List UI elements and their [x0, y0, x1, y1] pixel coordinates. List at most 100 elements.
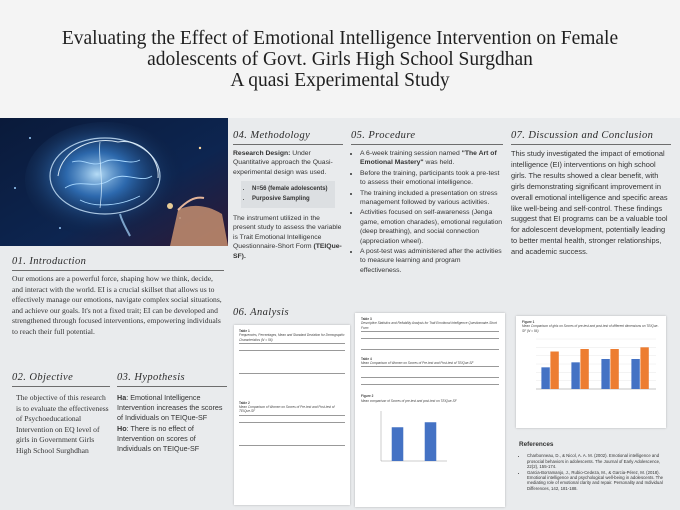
- objective-heading-text: 02. Objective: [12, 372, 74, 383]
- hypothesis-ho-label: Ho: [117, 423, 127, 433]
- figure1-page: Figure 1 Mean Comparison of girls on Sco…: [516, 316, 666, 428]
- introduction-heading: 01. Introduction: [12, 256, 224, 271]
- hypothesis-ho-text: : There is no effect of Intervention on …: [117, 423, 200, 454]
- title-line-3: A quasi Experimental Study: [230, 70, 450, 91]
- bar: [550, 351, 559, 389]
- discussion-body: This study investigated the impact of em…: [511, 149, 668, 257]
- bar: [571, 362, 580, 389]
- objective-body: The objective of this research is to eva…: [16, 393, 109, 455]
- table2-title: Table 2: [239, 400, 250, 405]
- methodology-heading: 04. Methodology: [233, 130, 343, 145]
- objective-heading: 02. Objective: [12, 372, 110, 387]
- hypothesis-section: 03. Hypothesis Ha: Emotional Intelligenc…: [117, 372, 227, 506]
- objective-rule: [12, 386, 110, 387]
- hypothesis-ho: Ho: There is no effect of Intervention o…: [117, 424, 227, 455]
- figure1-title: Figure 1: [522, 320, 535, 324]
- methodology-section: 04. Methodology Research Design: Under Q…: [233, 130, 343, 300]
- procedure-item-3: The training included a presentation on …: [360, 189, 503, 208]
- discussion-heading: 07. Discussion and Conclusion: [511, 130, 671, 145]
- table4-rule-bottom: [361, 384, 499, 386]
- bar: [631, 358, 640, 389]
- figure1-chart: [536, 338, 656, 390]
- analysis-tables-page-1: Table 1 Frequencies, Percentages, Mean a…: [234, 325, 350, 505]
- table2-rule-bottom: [239, 444, 345, 446]
- bar: [580, 348, 589, 389]
- analysis-heading-text: 06. Analysis: [233, 307, 289, 318]
- bar: [610, 348, 619, 389]
- table4-rule-mid: [361, 377, 499, 379]
- bar: [424, 422, 437, 462]
- figure1-caption: Mean Comparison of girls on Scores of pr…: [522, 324, 659, 333]
- procedure-program-name: "The Art of Emotional Mastery": [360, 150, 497, 167]
- discussion-rule: [511, 144, 671, 145]
- procedure-rule: [351, 144, 503, 145]
- table2-rule-mid: [239, 421, 345, 423]
- procedure-item-1-pre: A 6-week training session named: [360, 150, 462, 157]
- bar: [391, 427, 404, 462]
- table1-row: [239, 345, 345, 349]
- reference-item: Garcia-Borramanjo, J., Rubio-Cedeza, M.,…: [527, 470, 671, 491]
- objective-section: 02. Objective The objective of this rese…: [12, 372, 110, 506]
- brain-illustration: [0, 118, 228, 246]
- analysis-tables-page-2: Table 3 Descriptive Statistics and Relia…: [355, 313, 505, 507]
- methodology-design: Research Design: Under Quantitative appr…: [233, 149, 343, 177]
- discussion-section: 07. Discussion and Conclusion This study…: [511, 130, 671, 308]
- procedure-section: 05. Procedure A 6-week training session …: [351, 130, 503, 302]
- table4-caption: Mean Comparison of Women on Scores of Pr…: [361, 361, 474, 366]
- figure2-title: Figure 2: [361, 394, 374, 399]
- table2-row: [239, 417, 345, 421]
- methodology-instrument-text: The instrument utilized in the present s…: [233, 215, 342, 251]
- methodology-design-text: Under Quantitative approach the Quasi-ex…: [233, 150, 333, 176]
- hypothesis-ha: Ha: Emotional Intelligence Intervention …: [117, 393, 227, 424]
- methodology-bullet-list: N=56 (female adolescents) Purposive Samp…: [243, 185, 331, 203]
- table3-rule-mid: [361, 337, 499, 339]
- methodology-rule: [233, 144, 343, 145]
- discussion-heading-text: 07. Discussion and Conclusion: [511, 130, 654, 141]
- poster-header: Evaluating the Effect of Emotional Intel…: [0, 0, 680, 118]
- figure2-caption: Mean comparison of Scores of pre-test an…: [361, 398, 457, 403]
- figure2-chart: [380, 411, 447, 462]
- methodology-heading-text: 04. Methodology: [233, 130, 311, 141]
- reference-item: Charbonneau, D., & Nicol, A. A. M. (2002…: [527, 453, 671, 469]
- procedure-heading-text: 05. Procedure: [351, 130, 416, 141]
- methodology-instrument: The instrument utilized in the present s…: [233, 214, 343, 261]
- procedure-item-1: A 6-week training session named "The Art…: [360, 149, 503, 168]
- references-heading: References: [519, 441, 554, 448]
- methodology-instrument-name: (TEIQue-SF).: [233, 243, 342, 260]
- methodology-bullet-sample: N=56 (female adolescents): [252, 185, 331, 193]
- analysis-heading: 06. Analysis: [233, 307, 351, 318]
- table2-caption: Mean Comparison of Women on Scores of Pr…: [239, 405, 335, 414]
- table3-rule-top: [361, 330, 499, 332]
- bar: [541, 367, 550, 389]
- procedure-item-4: Activities focused on self-awareness (Je…: [360, 208, 503, 246]
- methodology-bullet-sampling: Purposive Sampling: [252, 195, 331, 203]
- table4-row: [361, 372, 499, 376]
- table2-rule-top: [239, 414, 345, 416]
- table1-rule-bottom: [239, 372, 345, 374]
- table3-title: Table 3: [361, 317, 372, 321]
- hypothesis-ha-label: Ha: [117, 393, 127, 402]
- methodology-sample-box: N=56 (female adolescents) Purposive Samp…: [241, 181, 335, 209]
- poster-title: Evaluating the Effect of Emotional Intel…: [10, 28, 670, 91]
- brain-image: [0, 118, 228, 246]
- bar: [601, 358, 610, 389]
- references-list: Charbonneau, D., & Nicol, A. A. M. (2002…: [519, 453, 671, 490]
- table1-caption: Frequencies, Percentages, Mean and Stand…: [239, 333, 345, 342]
- hypothesis-rule: [117, 386, 227, 387]
- procedure-item-5: A post-test was administered after the a…: [360, 247, 503, 275]
- table3-caption: Descriptive Statistics and Reliability A…: [361, 321, 497, 330]
- procedure-heading: 05. Procedure: [351, 130, 503, 145]
- table3-row: [361, 333, 499, 337]
- procedure-list: A 6-week training session named "The Art…: [351, 149, 503, 275]
- introduction-body: Our emotions are a powerful force, shapi…: [12, 274, 222, 336]
- table3-rule-bottom: [361, 348, 499, 350]
- table1-row: [239, 368, 345, 372]
- introduction-section: 01. Introduction Our emotions are a powe…: [12, 256, 224, 360]
- analysis-section: 06. Analysis: [233, 307, 351, 323]
- procedure-item-2: Before the training, participants took a…: [360, 169, 503, 188]
- bar: [640, 347, 649, 389]
- table3-row: [361, 344, 499, 348]
- hypothesis-ha-text: : Emotional Intelligence Intervention in…: [117, 393, 223, 423]
- introduction-heading-text: 01. Introduction: [12, 256, 87, 267]
- procedure-item-1-post: was held.: [423, 159, 455, 167]
